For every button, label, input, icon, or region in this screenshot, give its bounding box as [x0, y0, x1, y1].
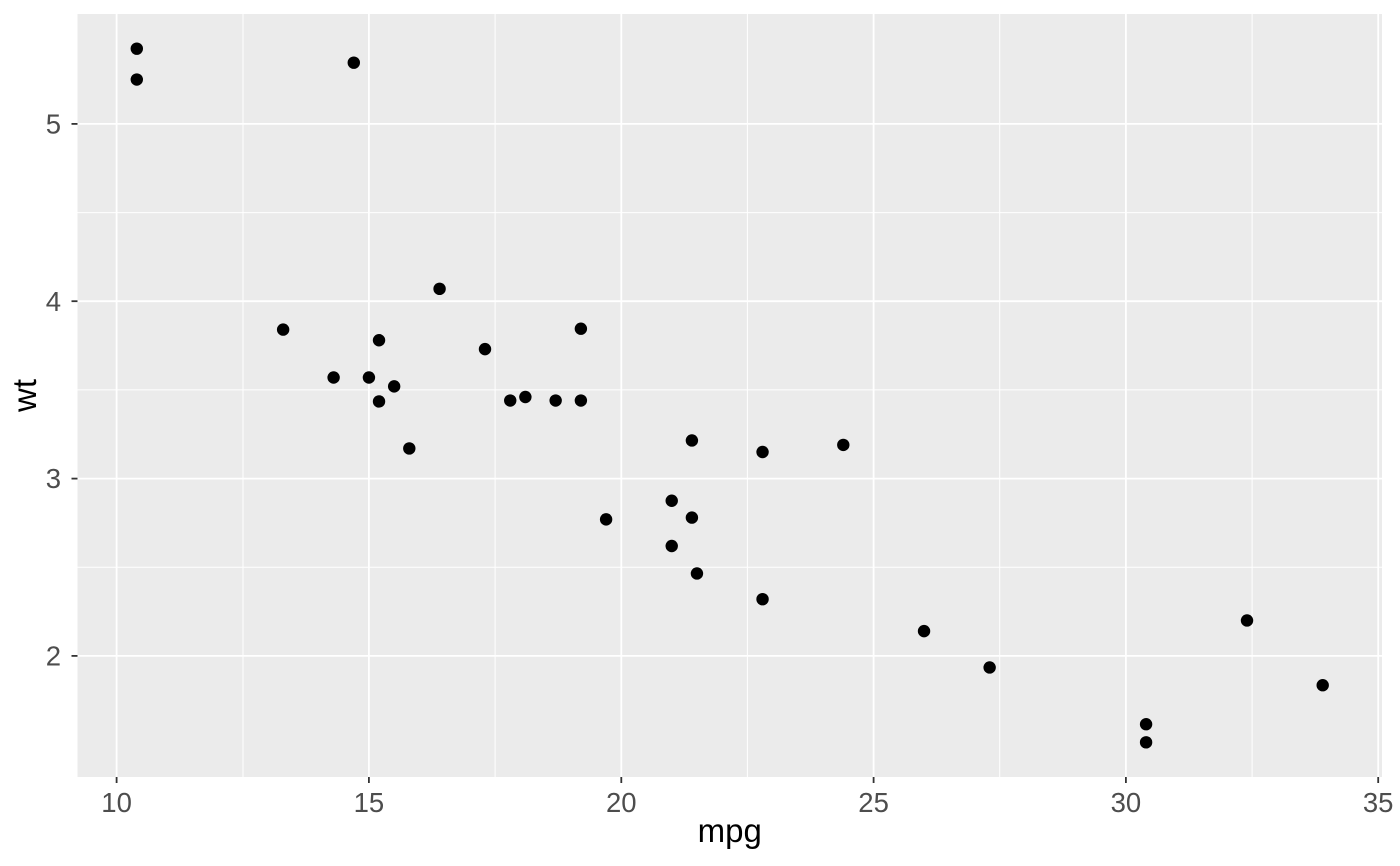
- svg-text:15: 15: [354, 787, 385, 818]
- svg-text:30: 30: [1111, 787, 1142, 818]
- svg-text:mpg: mpg: [698, 812, 762, 849]
- svg-text:35: 35: [1363, 787, 1394, 818]
- svg-text:5: 5: [46, 109, 61, 140]
- svg-text:3: 3: [46, 463, 61, 494]
- svg-text:25: 25: [858, 787, 889, 818]
- svg-text:10: 10: [101, 787, 132, 818]
- svg-text:4: 4: [46, 286, 61, 317]
- svg-text:wt: wt: [6, 379, 43, 413]
- svg-text:2: 2: [46, 641, 61, 672]
- svg-text:20: 20: [606, 787, 637, 818]
